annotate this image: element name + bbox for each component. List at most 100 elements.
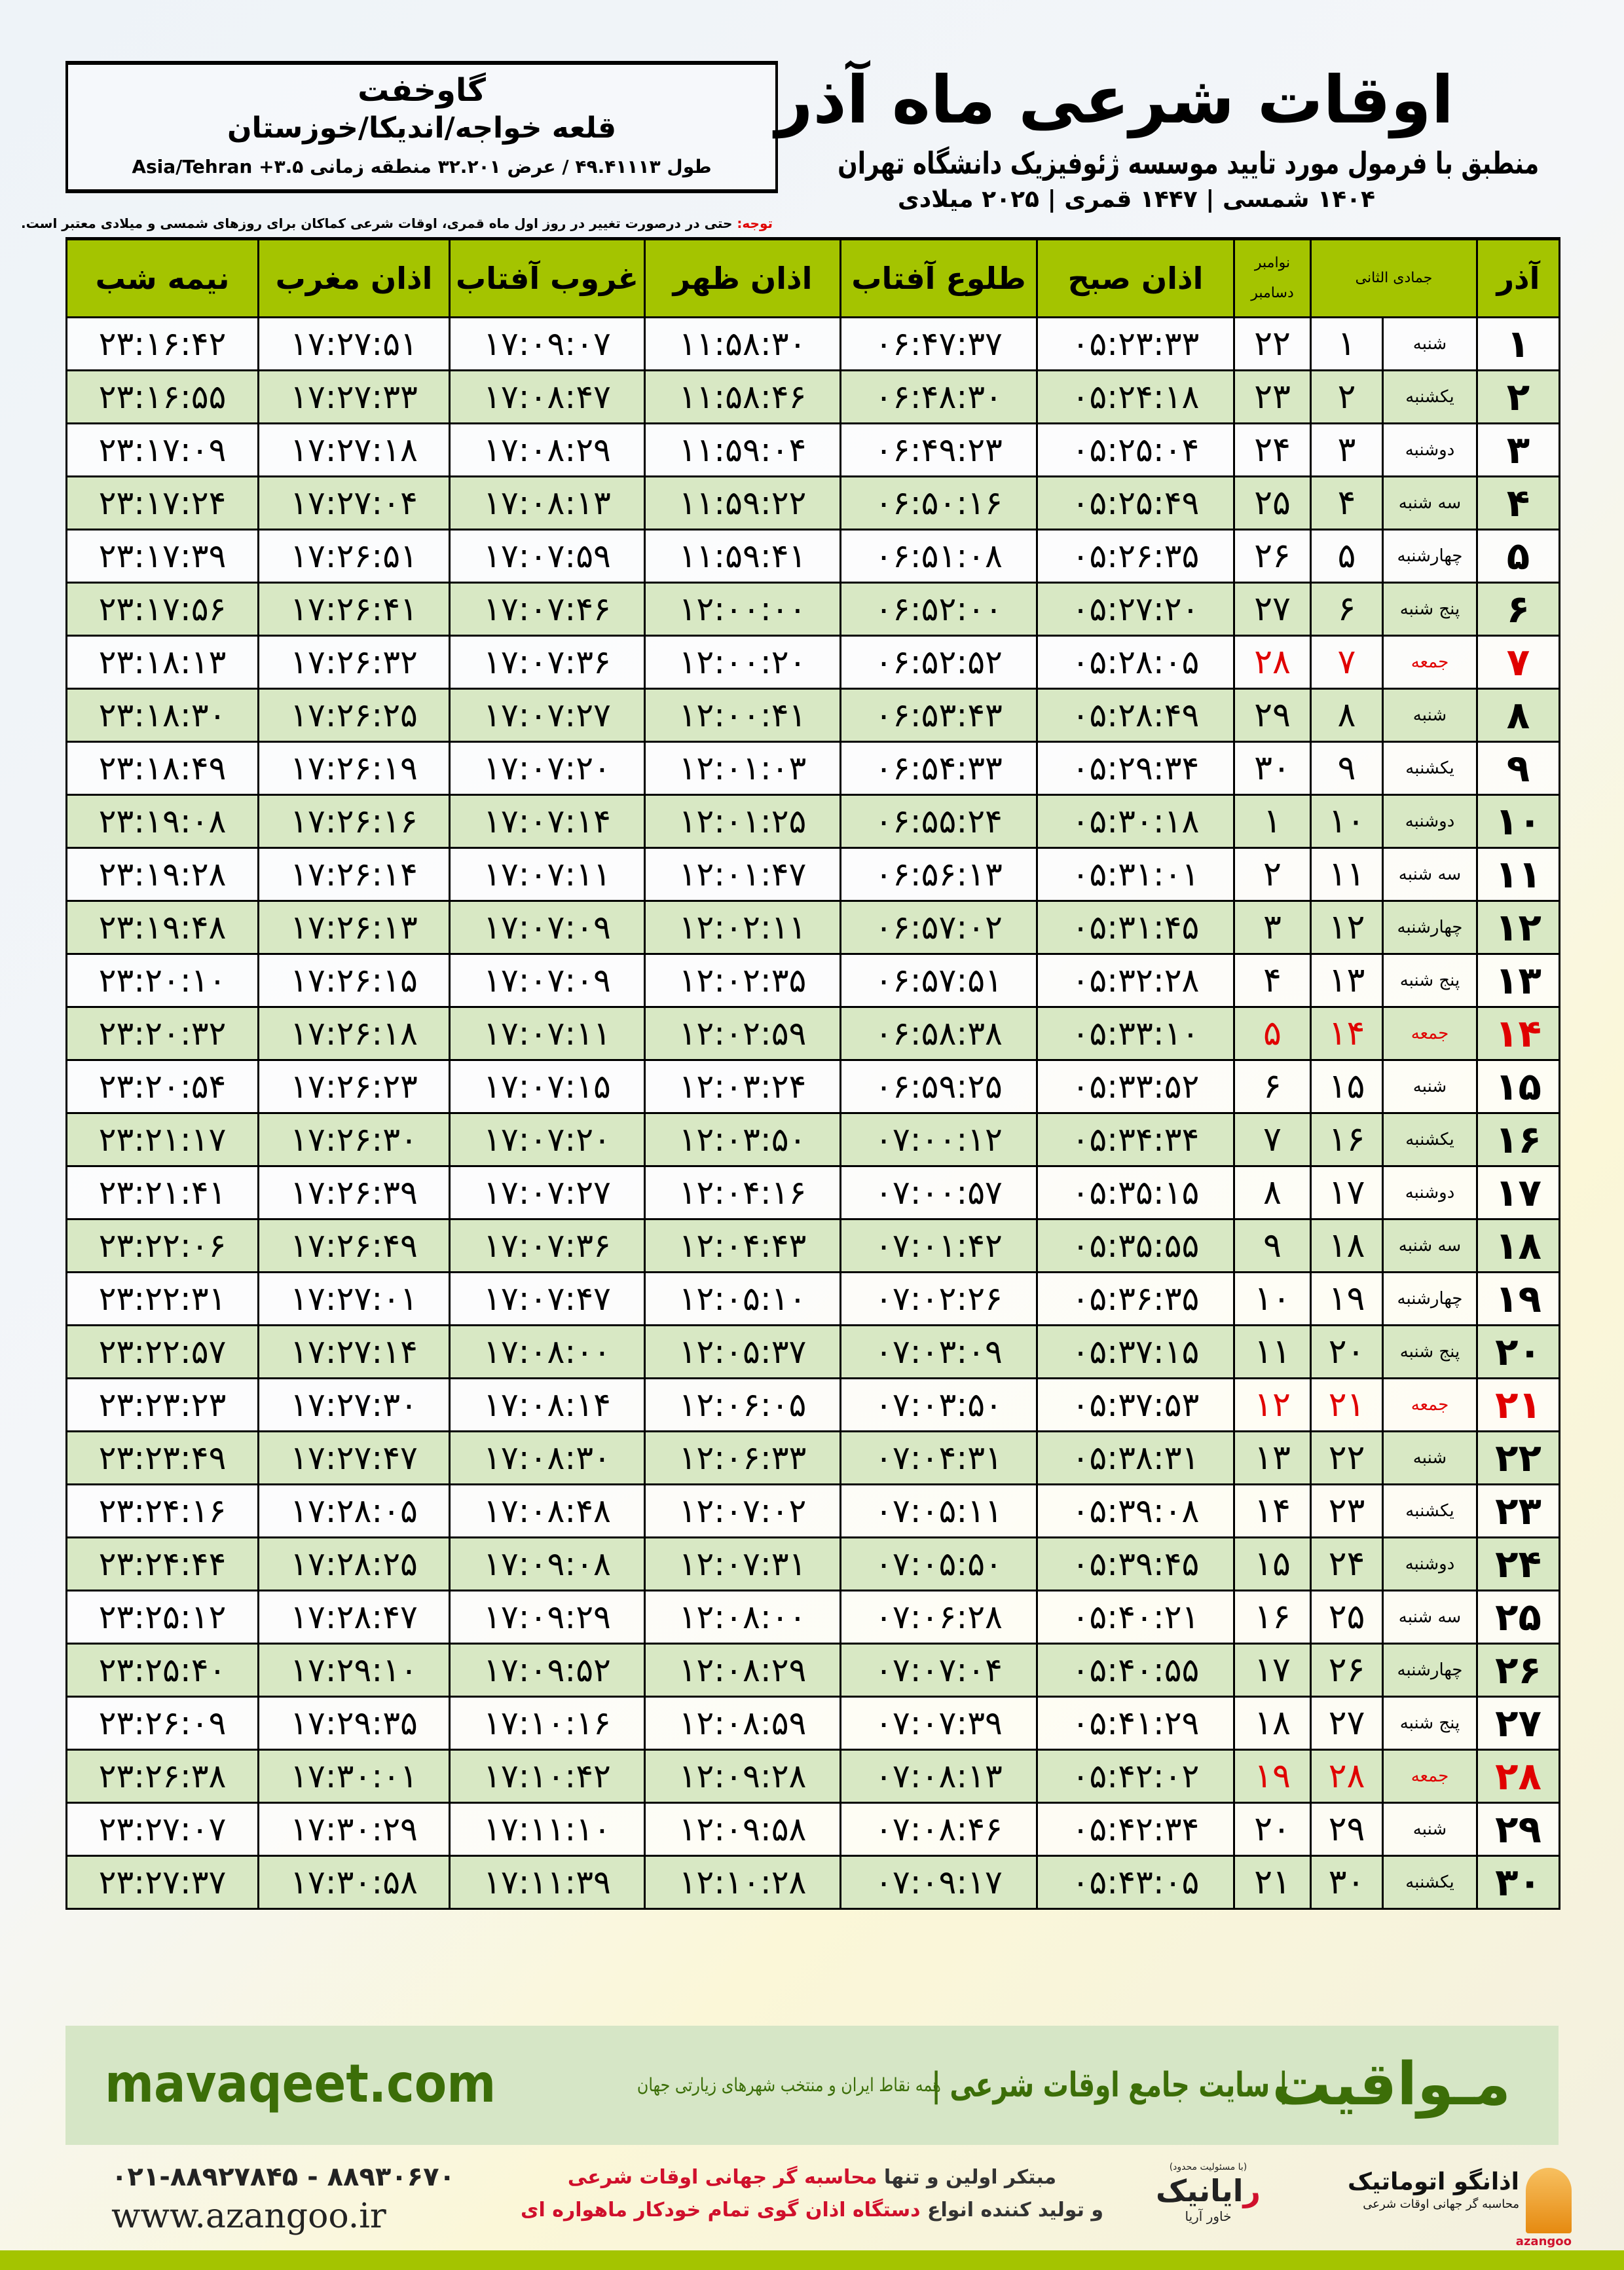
header-sunset: غروب آفتاب (449, 237, 646, 318)
azangoo-url[interactable]: www.azangoo.ir (111, 2197, 386, 2236)
table-row: ۱ شنبه ۱ ۲۲ ۰۵:۲۳:۳۳ ۰۶:۴۷:۳۷ ۱۱:۵۸:۳۰ ۱۷:۰۹:۰۷… (65, 316, 1560, 371)
header-maghrib: اذان مغرب (257, 237, 451, 318)
qamari-day: ۱ (1310, 316, 1384, 371)
midnight-time: ۲۳:۲۷:۰۷ (65, 1802, 259, 1857)
maghrib-time: ۱۷:۲۶:۱۳ (257, 900, 451, 955)
sunrise-time: ۰۶:۵۱:۰۸ (840, 529, 1038, 584)
sunset-time: ۱۷:۱۰:۴۲ (449, 1749, 646, 1804)
day-number: ۲۴ (1476, 1536, 1560, 1591)
fajr-time: ۰۵:۳۲:۲۸ (1036, 953, 1235, 1008)
sunrise-time: ۰۷:۰۴:۳۱ (840, 1430, 1038, 1485)
sunrise-time: ۰۶:۵۴:۳۳ (840, 741, 1038, 796)
maghrib-time: ۱۷:۲۹:۳۵ (257, 1696, 451, 1751)
gregorian-day: ۲۹ (1233, 688, 1312, 743)
maghrib-time: ۱۷:۲۷:۱۴ (257, 1324, 451, 1379)
table-row: ۳۰ یکشنبه ۳۰ ۲۱ ۰۵:۴۳:۰۵ ۰۷:۰۹:۱۷ ۱۲:۱۰:۲۸ ۱۷:۱… (65, 1855, 1560, 1910)
dhuhr-time: ۱۲:۰۰:۴۱ (644, 688, 841, 743)
gregorian-day: ۲۰ (1233, 1802, 1312, 1857)
qamari-day: ۱۱ (1310, 847, 1384, 902)
maghrib-time: ۱۷:۳۰:۲۹ (257, 1802, 451, 1857)
fajr-time: ۰۵:۲۵:۴۹ (1036, 475, 1235, 530)
qamari-day: ۲۵ (1310, 1590, 1384, 1645)
dhuhr-time: ۱۲:۰۹:۵۸ (644, 1802, 841, 1857)
mosque-dome-icon (1526, 2168, 1572, 2233)
dhuhr-time: ۱۱:۵۹:۲۲ (644, 475, 841, 530)
maghrib-time: ۱۷:۲۶:۲۳ (257, 1059, 451, 1114)
gregorian-day: ۱۶ (1233, 1590, 1312, 1645)
midnight-time: ۲۳:۲۵:۱۲ (65, 1590, 259, 1645)
gregorian-day: ۱۸ (1233, 1696, 1312, 1751)
sunset-time: ۱۷:۰۷:۳۶ (449, 1218, 646, 1273)
sunrise-time: ۰۶:۵۳:۴۳ (840, 688, 1038, 743)
midnight-time: ۲۳:۱۹:۲۸ (65, 847, 259, 902)
qamari-day: ۱۵ (1310, 1059, 1384, 1114)
sunrise-time: ۰۷:۰۱:۴۲ (840, 1218, 1038, 1273)
qamari-day: ۹ (1310, 741, 1384, 796)
sunrise-time: ۰۶:۵۹:۲۵ (840, 1059, 1038, 1114)
table-row: ۲۰ پنج شنبه ۲۰ ۱۱ ۰۵:۳۷:۱۵ ۰۷:۰۳:۰۹ ۱۲:۰۵:۳۷ ۱۷… (65, 1324, 1560, 1379)
midnight-time: ۲۳:۱۶:۴۲ (65, 316, 259, 371)
location-path: قلعه خواجه/اندیکا/خوزستان (227, 111, 617, 145)
note-label: توجه: (737, 215, 773, 231)
sunset-time: ۱۷:۰۸:۴۸ (449, 1483, 646, 1538)
mavaqeet-url[interactable]: mavaqeet.com (105, 2053, 496, 2114)
maghrib-time: ۱۷:۲۶:۳۰ (257, 1112, 451, 1167)
fajr-time: ۰۵:۳۱:۴۵ (1036, 900, 1235, 955)
qamari-day: ۲۷ (1310, 1696, 1384, 1751)
sunrise-time: ۰۶:۵۲:۵۲ (840, 635, 1038, 690)
fajr-time: ۰۵:۳۳:۱۰ (1036, 1006, 1235, 1061)
sunset-time: ۱۷:۱۱:۳۹ (449, 1855, 646, 1910)
table-row: ۱۶ یکشنبه ۱۶ ۷ ۰۵:۳۴:۳۴ ۰۷:۰۰:۱۲ ۱۲:۰۳:۵۰ ۱۷:۰۷… (65, 1112, 1560, 1167)
sunset-time: ۱۷:۰۷:۳۶ (449, 635, 646, 690)
dhuhr-time: ۱۱:۵۹:۰۴ (644, 422, 841, 477)
maghrib-time: ۱۷:۲۶:۱۶ (257, 794, 451, 849)
page-title: اوقات شرعی ماه آذر (775, 62, 1454, 138)
dhuhr-time: ۱۲:۰۸:۰۰ (644, 1590, 841, 1645)
gregorian-day: ۱۹ (1233, 1749, 1312, 1804)
sunrise-time: ۰۷:۰۹:۱۷ (840, 1855, 1038, 1910)
weekday: پنج شنبه (1382, 1696, 1478, 1751)
midnight-time: ۲۳:۲۲:۵۷ (65, 1324, 259, 1379)
table-row: ۱۴ جمعه ۱۴ ۵ ۰۵:۳۳:۱۰ ۰۶:۵۸:۳۸ ۱۲:۰۲:۵۹ ۱۷:۰۷:۱… (65, 1006, 1560, 1061)
maghrib-time: ۱۷:۲۷:۵۱ (257, 316, 451, 371)
table-row: ۲۱ جمعه ۲۱ ۱۲ ۰۵:۳۷:۵۳ ۰۷:۰۳:۵۰ ۱۲:۰۶:۰۵ ۱۷:۰۸:… (65, 1377, 1560, 1432)
day-number: ۱۴ (1476, 1006, 1560, 1061)
table-row: ۱۸ سه شنبه ۱۸ ۹ ۰۵:۳۵:۵۵ ۰۷:۰۱:۴۲ ۱۲:۰۴:۴۳ ۱۷:۰… (65, 1218, 1560, 1273)
weekday: دوشنبه (1382, 794, 1478, 849)
midnight-time: ۲۳:۱۸:۳۰ (65, 688, 259, 743)
midnight-time: ۲۳:۱۷:۵۶ (65, 582, 259, 637)
table-row: ۴ سه شنبه ۴ ۲۵ ۰۵:۲۵:۴۹ ۰۶:۵۰:۱۶ ۱۱:۵۹:۲۲ ۱۷:۰۸… (65, 475, 1560, 530)
table-row: ۱۲ چهارشنبه ۱۲ ۳ ۰۵:۳۱:۴۵ ۰۶:۵۷:۰۲ ۱۲:۰۲:۱۱ ۱۷:… (65, 900, 1560, 955)
dhuhr-time: ۱۱:۵۸:۴۶ (644, 369, 841, 424)
midnight-time: ۲۳:۱۸:۱۳ (65, 635, 259, 690)
day-number: ۱ (1476, 316, 1560, 371)
fajr-time: ۰۵:۳۵:۵۵ (1036, 1218, 1235, 1273)
gregorian-day: ۲۳ (1233, 369, 1312, 424)
gregorian-day: ۱۲ (1233, 1377, 1312, 1432)
sunset-time: ۱۷:۰۸:۳۰ (449, 1430, 646, 1485)
fajr-time: ۰۵:۴۳:۰۵ (1036, 1855, 1235, 1910)
maghrib-time: ۱۷:۲۷:۳۰ (257, 1377, 451, 1432)
table-row: ۲۷ پنج شنبه ۲۷ ۱۸ ۰۵:۴۱:۲۹ ۰۷:۰۷:۳۹ ۱۲:۰۸:۵۹ ۱۷… (65, 1696, 1560, 1751)
qamari-day: ۲۴ (1310, 1536, 1384, 1591)
dhuhr-time: ۱۲:۰۲:۵۹ (644, 1006, 841, 1061)
gregorian-day: ۸ (1233, 1165, 1312, 1220)
midnight-time: ۲۳:۲۰:۱۰ (65, 953, 259, 1008)
fajr-time: ۰۵:۴۱:۲۹ (1036, 1696, 1235, 1751)
sunrise-time: ۰۶:۵۵:۲۴ (840, 794, 1038, 849)
fajr-time: ۰۵:۳۰:۱۸ (1036, 794, 1235, 849)
dhuhr-time: ۱۲:۰۱:۲۵ (644, 794, 841, 849)
table-row: ۲۳ یکشنبه ۲۳ ۱۴ ۰۵:۳۹:۰۸ ۰۷:۰۵:۱۱ ۱۲:۰۷:۰۲ ۱۷:۰… (65, 1483, 1560, 1538)
weekday: جمعه (1382, 635, 1478, 690)
gregorian-day: ۲۷ (1233, 582, 1312, 637)
dhuhr-time: ۱۲:۰۳:۲۴ (644, 1059, 841, 1114)
dhuhr-time: ۱۲:۰۷:۳۱ (644, 1536, 841, 1591)
weekday: چهارشنبه (1382, 529, 1478, 584)
fajr-time: ۰۵:۳۳:۵۲ (1036, 1059, 1235, 1114)
midnight-time: ۲۳:۲۴:۴۴ (65, 1536, 259, 1591)
table-row: ۳ دوشنبه ۳ ۲۴ ۰۵:۲۵:۰۴ ۰۶:۴۹:۲۳ ۱۱:۵۹:۰۴ ۱۷:۰۸:… (65, 422, 1560, 477)
weekday: چهارشنبه (1382, 1643, 1478, 1698)
sunset-time: ۱۷:۱۰:۱۶ (449, 1696, 646, 1751)
sunrise-time: ۰۷:۰۸:۱۳ (840, 1749, 1038, 1804)
header-midnight: نیمه شب (65, 237, 259, 318)
